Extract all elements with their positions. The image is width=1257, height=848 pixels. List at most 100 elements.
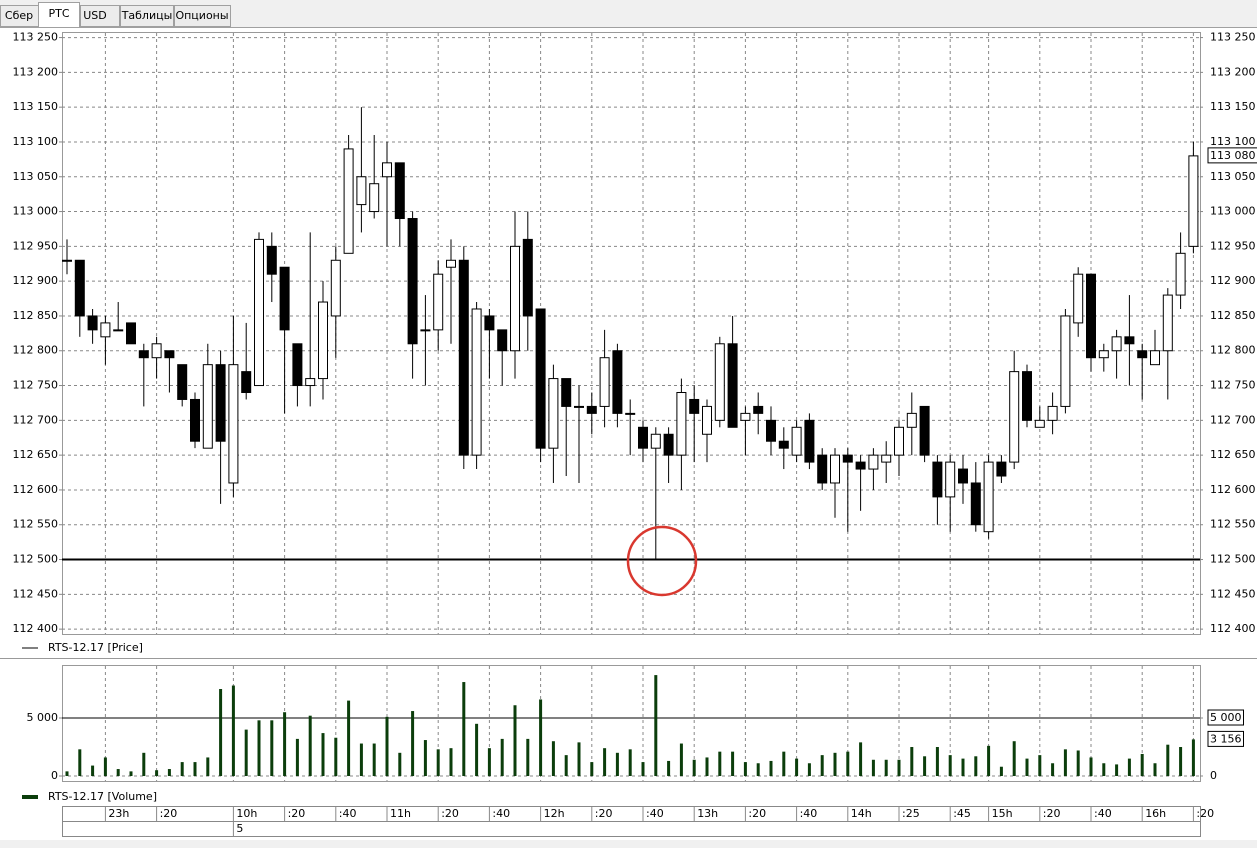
- volume-bar: [961, 758, 965, 777]
- volume-bar: [1089, 757, 1093, 777]
- candle-body: [753, 405, 764, 414]
- volume-bar: [206, 757, 210, 777]
- volume-bar: [987, 745, 991, 777]
- y-tick-label-right: 113 250: [1210, 31, 1256, 44]
- candle-body: [702, 405, 712, 435]
- x-tick-label: 11h: [390, 807, 411, 820]
- candle-body: [945, 461, 956, 498]
- volume-bar: [475, 723, 479, 777]
- candle-body: [817, 454, 828, 484]
- candle-body: [228, 364, 239, 484]
- candle-body: [1034, 419, 1045, 428]
- volume-bar: [1127, 758, 1131, 777]
- volume-bar: [398, 752, 402, 777]
- x-tick-label: :20: [1043, 807, 1061, 820]
- candle-body: [714, 343, 725, 421]
- tab[interactable]: [174, 5, 231, 27]
- x-tick-label: 23h: [108, 807, 129, 820]
- volume-bar: [513, 705, 517, 777]
- volume-bar: [526, 738, 530, 777]
- volume-bar: [667, 760, 671, 777]
- volume-bar: [884, 759, 888, 777]
- candle-body: [446, 259, 456, 268]
- x-tick-label: :20: [441, 807, 459, 820]
- volume-bar: [116, 769, 120, 777]
- candle-body: [458, 259, 469, 456]
- volume-bar: [167, 769, 171, 777]
- candle-body: [74, 259, 85, 317]
- tab-active[interactable]: [38, 2, 80, 28]
- candle-body: [804, 419, 815, 463]
- candle-body: [138, 350, 149, 359]
- candle-body: [1009, 371, 1020, 463]
- volume-bar: [564, 755, 568, 777]
- candle-body: [164, 350, 175, 359]
- candle-body: [574, 405, 584, 408]
- volume-bar: [999, 766, 1003, 777]
- candle-body: [382, 162, 392, 178]
- y-tick-label-right: 112 850: [1210, 309, 1256, 322]
- candle-body: [894, 426, 904, 456]
- volume-bar: [219, 689, 223, 777]
- y-tick-label-right: 112 500: [1210, 553, 1256, 566]
- candle-body: [471, 308, 482, 456]
- candle-body: [586, 405, 597, 414]
- candle-body: [305, 378, 316, 387]
- candle-body: [958, 468, 968, 484]
- y-tick-label: 5 000: [27, 711, 59, 724]
- candle-body: [1124, 336, 1135, 345]
- candle-body: [638, 426, 648, 449]
- volume-bar: [103, 757, 107, 777]
- tab-label[interactable]: Таблицы: [121, 9, 173, 22]
- candle-body: [100, 322, 111, 338]
- volume-bar: [180, 762, 184, 777]
- candle-body: [830, 454, 840, 484]
- volume-bar: [270, 720, 274, 777]
- candle-body: [433, 273, 444, 331]
- volume-bar: [974, 756, 978, 777]
- candle-body: [292, 343, 303, 387]
- x-tick-label: :40: [1094, 807, 1112, 820]
- tab-label[interactable]: РТС: [48, 7, 69, 20]
- volume-bar: [449, 748, 453, 777]
- candle-body: [254, 238, 264, 387]
- y-tick-label-right: 112 650: [1210, 448, 1256, 461]
- x-tick-label: :20: [160, 807, 178, 820]
- volume-bar: [1051, 763, 1055, 777]
- y-tick-label: 112 600: [13, 483, 59, 496]
- tab-label[interactable]: Опционы: [175, 9, 228, 22]
- tab-label[interactable]: USD: [83, 9, 107, 22]
- y-tick-label: 0: [51, 769, 58, 782]
- y-tick-label-right: 112 600: [1210, 483, 1256, 496]
- candle-body: [1060, 315, 1071, 407]
- volume-bar: [1179, 747, 1183, 777]
- volume-bar: [1166, 744, 1170, 777]
- volume-bar: [257, 720, 261, 777]
- y-tick-label-right: 113 050: [1210, 170, 1256, 183]
- volume-bar: [897, 759, 901, 777]
- y-tick-label-right: 112 750: [1210, 379, 1256, 392]
- volume-bar: [782, 751, 786, 777]
- candle-body: [113, 329, 124, 332]
- volume-bar: [193, 762, 197, 777]
- tab[interactable]: [120, 5, 174, 27]
- y-tick-label-right: 113 000: [1210, 205, 1256, 218]
- candle-body: [548, 378, 559, 449]
- y-tick-label: 113 250: [13, 31, 59, 44]
- y-tick-label: 113 050: [13, 170, 59, 183]
- volume-bar: [628, 749, 632, 777]
- volume-bar: [487, 748, 491, 777]
- tab-label[interactable]: Сбер: [5, 9, 33, 22]
- candle-body: [1073, 273, 1084, 324]
- tab[interactable]: [80, 5, 120, 27]
- candle-body: [881, 454, 892, 463]
- candle-body: [906, 412, 917, 428]
- last-value-box: [1207, 730, 1244, 747]
- candle-body: [510, 245, 520, 352]
- volume-bar: [347, 700, 351, 777]
- candle-body: [663, 433, 674, 456]
- y-tick-label: 113 150: [13, 100, 59, 113]
- candle-body: [932, 461, 943, 498]
- y-tick-label: 112 700: [13, 413, 59, 426]
- volume-bar: [833, 752, 837, 777]
